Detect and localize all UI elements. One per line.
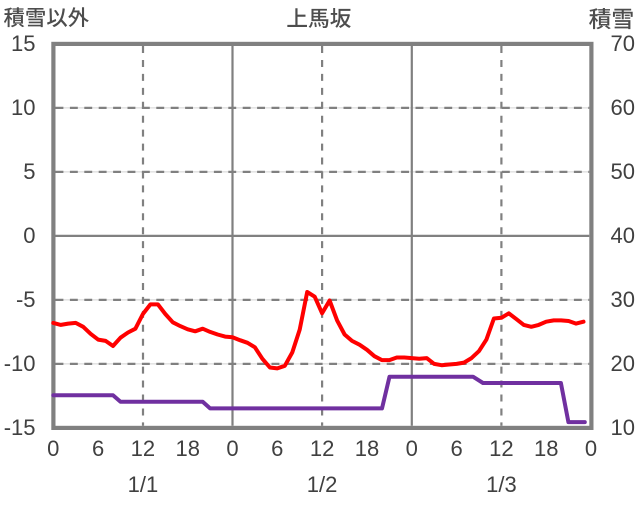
- svg-text:0: 0: [47, 436, 59, 461]
- svg-text:0: 0: [23, 223, 35, 248]
- svg-text:60: 60: [611, 95, 635, 120]
- svg-text:6: 6: [450, 436, 462, 461]
- svg-text:70: 70: [611, 31, 635, 56]
- svg-text:1/3: 1/3: [486, 472, 517, 497]
- svg-text:20: 20: [611, 351, 635, 376]
- svg-text:-5: -5: [16, 287, 36, 312]
- svg-text:5: 5: [23, 159, 35, 184]
- svg-text:1/1: 1/1: [128, 472, 159, 497]
- svg-text:18: 18: [175, 436, 199, 461]
- svg-text:0: 0: [406, 436, 418, 461]
- svg-text:12: 12: [310, 436, 334, 461]
- svg-text:10: 10: [611, 415, 635, 440]
- svg-text:12: 12: [131, 436, 155, 461]
- svg-text:1/2: 1/2: [307, 472, 338, 497]
- svg-text:15: 15: [11, 31, 35, 56]
- svg-text:6: 6: [271, 436, 283, 461]
- svg-text:18: 18: [355, 436, 379, 461]
- svg-text:10: 10: [11, 95, 35, 120]
- svg-text:50: 50: [611, 159, 635, 184]
- svg-text:-10: -10: [4, 351, 36, 376]
- svg-text:30: 30: [611, 287, 635, 312]
- svg-text:40: 40: [611, 223, 635, 248]
- svg-text:0: 0: [226, 436, 238, 461]
- svg-text:18: 18: [534, 436, 558, 461]
- svg-text:0: 0: [585, 436, 597, 461]
- svg-text:12: 12: [489, 436, 513, 461]
- svg-text:6: 6: [92, 436, 104, 461]
- svg-text:-15: -15: [4, 415, 36, 440]
